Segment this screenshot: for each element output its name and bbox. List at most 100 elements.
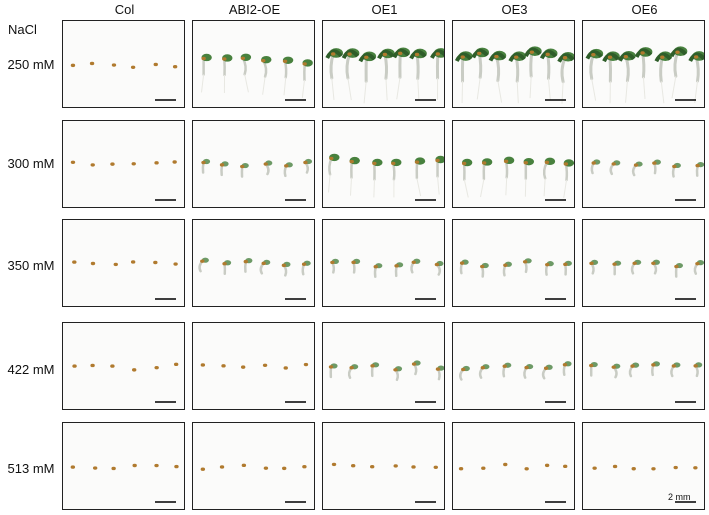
seedling <box>563 159 574 199</box>
seedling <box>302 465 307 469</box>
seedling <box>301 59 313 98</box>
seedling <box>92 466 98 470</box>
seedling <box>411 465 416 469</box>
column-label-oe1: OE1 <box>371 2 398 17</box>
seedling <box>154 161 159 165</box>
seedlings-image <box>198 257 311 300</box>
seedling <box>131 162 136 166</box>
seedlings-image <box>330 258 444 300</box>
seedling <box>394 262 404 278</box>
seedlings-image <box>589 259 704 300</box>
seedling <box>70 63 76 68</box>
seedling <box>330 258 339 274</box>
seedling <box>673 465 678 470</box>
seedling <box>370 465 375 469</box>
seedling <box>670 362 681 378</box>
seedling <box>111 63 117 67</box>
seedling <box>541 364 553 380</box>
seedling <box>631 467 636 471</box>
seedling <box>612 260 622 276</box>
seedling <box>611 363 621 379</box>
seedling <box>221 364 226 368</box>
nacl-label: NaCl <box>8 22 37 37</box>
seedlings-image <box>331 462 438 503</box>
seedling <box>433 465 438 469</box>
seedling <box>542 157 556 197</box>
seedling <box>262 363 268 367</box>
seedling <box>243 258 253 273</box>
seedlings-image <box>70 160 177 201</box>
seedling <box>349 156 360 196</box>
seedling <box>283 162 293 178</box>
seedlings-image <box>592 464 698 503</box>
seedling <box>282 56 294 96</box>
photo-panel <box>452 120 575 208</box>
seedling <box>523 157 535 197</box>
photo-panel <box>582 120 705 208</box>
photo-panel <box>192 219 315 307</box>
seedlings-image <box>328 360 444 403</box>
seedling <box>671 162 681 178</box>
seedling <box>70 465 76 469</box>
seedling <box>130 65 136 69</box>
photo-panel <box>322 120 445 208</box>
seedling <box>263 466 269 470</box>
seedling <box>392 47 411 100</box>
photo-panel <box>192 120 315 208</box>
seedling <box>544 261 554 276</box>
photo-panel <box>192 322 315 410</box>
seedling <box>481 466 486 470</box>
seedling <box>72 260 77 264</box>
seedling <box>618 50 636 103</box>
seedling <box>172 160 177 164</box>
seedling <box>325 48 343 101</box>
seedling <box>303 158 313 174</box>
seedling <box>281 261 291 277</box>
seedling <box>198 257 209 273</box>
seedling <box>200 363 206 367</box>
photo-panel <box>582 322 705 410</box>
seedling <box>341 48 360 101</box>
seedlings-image <box>72 260 178 300</box>
photo-panel <box>62 219 185 307</box>
seedling <box>458 467 464 471</box>
seedlings-image <box>325 47 444 104</box>
seedlings-image <box>200 362 309 403</box>
seedling <box>219 161 229 177</box>
seedling <box>461 158 473 198</box>
seedling <box>435 365 444 381</box>
photo-panel <box>582 422 705 510</box>
seedling <box>153 62 158 67</box>
seedling <box>331 462 337 467</box>
photo-panel <box>322 322 445 410</box>
seedling <box>393 464 398 468</box>
seedlings-image <box>458 462 568 503</box>
seedling <box>524 467 529 471</box>
seedling <box>154 365 159 370</box>
photo-panel <box>192 422 315 510</box>
seedlings-image <box>72 362 179 403</box>
seedling <box>652 159 661 175</box>
seedling <box>651 467 656 471</box>
seedlings-image <box>201 53 313 101</box>
seedling <box>503 462 508 467</box>
seedlings-image <box>70 61 178 101</box>
seedling <box>347 364 359 379</box>
seedlings-image <box>585 46 704 104</box>
seedling <box>240 53 252 93</box>
seedling <box>393 366 403 382</box>
seedling <box>70 160 76 165</box>
seedling <box>669 46 688 99</box>
seedling <box>651 361 660 377</box>
seedling <box>370 362 380 378</box>
seedling <box>459 365 470 381</box>
seedling <box>282 466 287 471</box>
photo-panel <box>62 20 185 108</box>
photo-panel <box>452 322 575 410</box>
photo-panel <box>452 422 575 510</box>
seedling <box>602 51 620 104</box>
seedling <box>634 47 653 99</box>
seedling <box>201 158 211 174</box>
seedling <box>219 465 225 469</box>
seedling <box>651 259 660 275</box>
